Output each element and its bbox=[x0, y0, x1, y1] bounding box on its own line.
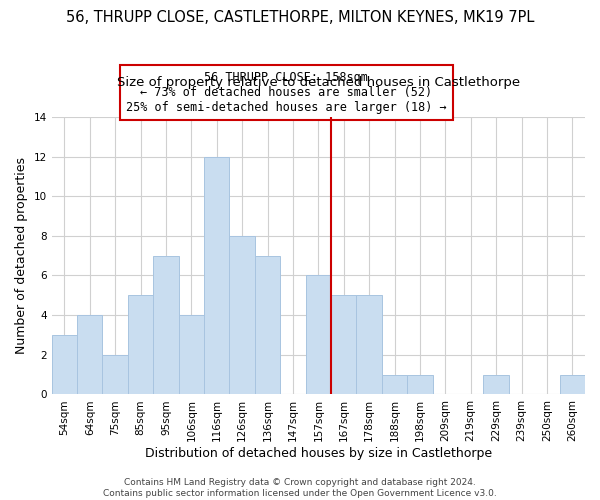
Bar bbox=[229, 236, 255, 394]
Bar bbox=[103, 355, 128, 395]
Bar bbox=[255, 256, 280, 394]
Bar bbox=[179, 315, 204, 394]
Bar bbox=[204, 156, 229, 394]
Bar bbox=[382, 374, 407, 394]
X-axis label: Distribution of detached houses by size in Castlethorpe: Distribution of detached houses by size … bbox=[145, 447, 492, 460]
Bar bbox=[560, 374, 585, 394]
Bar bbox=[77, 315, 103, 394]
Bar bbox=[484, 374, 509, 394]
Bar bbox=[52, 335, 77, 394]
Bar bbox=[128, 296, 153, 394]
Text: 56, THRUPP CLOSE, CASTLETHORPE, MILTON KEYNES, MK19 7PL: 56, THRUPP CLOSE, CASTLETHORPE, MILTON K… bbox=[66, 10, 534, 25]
Bar bbox=[305, 276, 331, 394]
Bar bbox=[331, 296, 356, 394]
Bar bbox=[407, 374, 433, 394]
Y-axis label: Number of detached properties: Number of detached properties bbox=[15, 157, 28, 354]
Text: Contains HM Land Registry data © Crown copyright and database right 2024.
Contai: Contains HM Land Registry data © Crown c… bbox=[103, 478, 497, 498]
Text: 56 THRUPP CLOSE: 158sqm
← 73% of detached houses are smaller (52)
25% of semi-de: 56 THRUPP CLOSE: 158sqm ← 73% of detache… bbox=[126, 71, 446, 114]
Title: Size of property relative to detached houses in Castlethorpe: Size of property relative to detached ho… bbox=[117, 76, 520, 90]
Bar bbox=[153, 256, 179, 394]
Bar bbox=[356, 296, 382, 394]
